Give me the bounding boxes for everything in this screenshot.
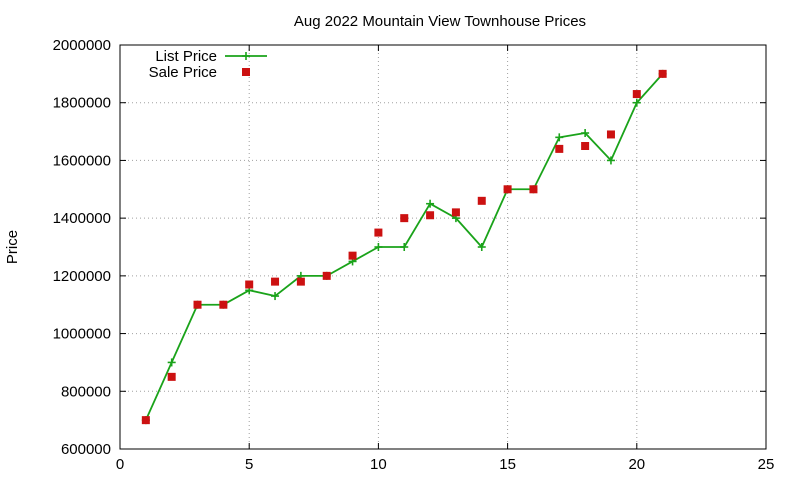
data-point (606, 156, 615, 165)
data-point (400, 243, 409, 251)
legend-label: Sale Price (149, 64, 217, 81)
tick-layer: 0 5 10 15 20 25 600000 800000 1000000 1200000 1400… (53, 37, 775, 473)
data-point (374, 243, 383, 251)
x-tick-label: 25 (758, 456, 775, 473)
data-point (167, 358, 176, 367)
data-point (271, 292, 280, 301)
y-tick-label: 800000 (61, 383, 111, 400)
y-tick-label: 1000000 (53, 326, 111, 343)
y-axis-label: Price (4, 230, 21, 264)
data-point (477, 243, 486, 251)
data-point (167, 372, 176, 381)
data-point (632, 90, 641, 99)
data-point (219, 300, 228, 309)
data-point (658, 69, 667, 78)
y-tick-label: 600000 (61, 441, 111, 458)
data-point (426, 211, 435, 220)
data-point (322, 271, 331, 280)
y-tick-label: 1200000 (53, 268, 111, 285)
data-point (555, 133, 564, 142)
data-point (581, 129, 590, 138)
legend-marker (242, 52, 250, 60)
y-tick-label: 1400000 (53, 210, 111, 227)
x-tick-label: 5 (245, 456, 253, 473)
data-point (529, 185, 538, 194)
legend-label: List Price (155, 48, 217, 65)
x-tick-label: 10 (370, 456, 387, 473)
data-point (426, 199, 435, 208)
data-point (245, 280, 254, 289)
data-point (348, 251, 357, 260)
data-point (477, 196, 486, 205)
data-point (296, 277, 305, 286)
data-point (632, 98, 641, 107)
legend-marker (242, 68, 250, 76)
series-sale-price (141, 69, 667, 425)
y-tick-label: 1800000 (53, 95, 111, 112)
series-list-price (141, 69, 667, 425)
data-point (555, 144, 564, 153)
data-point (193, 300, 202, 309)
x-tick-label: 20 (628, 456, 645, 473)
chart-title: Aug 2022 Mountain View Townhouse Prices (294, 13, 586, 30)
plot-frame (119, 44, 767, 450)
data-point (503, 185, 512, 194)
data-point (451, 208, 460, 217)
series-layer (141, 69, 667, 425)
data-point (606, 130, 615, 139)
y-tick-label: 1600000 (53, 152, 111, 169)
data-point (374, 228, 383, 237)
grid-layer (120, 45, 766, 449)
data-point (400, 214, 409, 223)
y-tick-label: 2000000 (53, 37, 111, 54)
data-point (271, 277, 280, 286)
x-tick-label: 0 (116, 456, 124, 473)
data-point (581, 142, 590, 150)
data-point (141, 416, 150, 425)
x-tick-label: 15 (499, 456, 516, 473)
